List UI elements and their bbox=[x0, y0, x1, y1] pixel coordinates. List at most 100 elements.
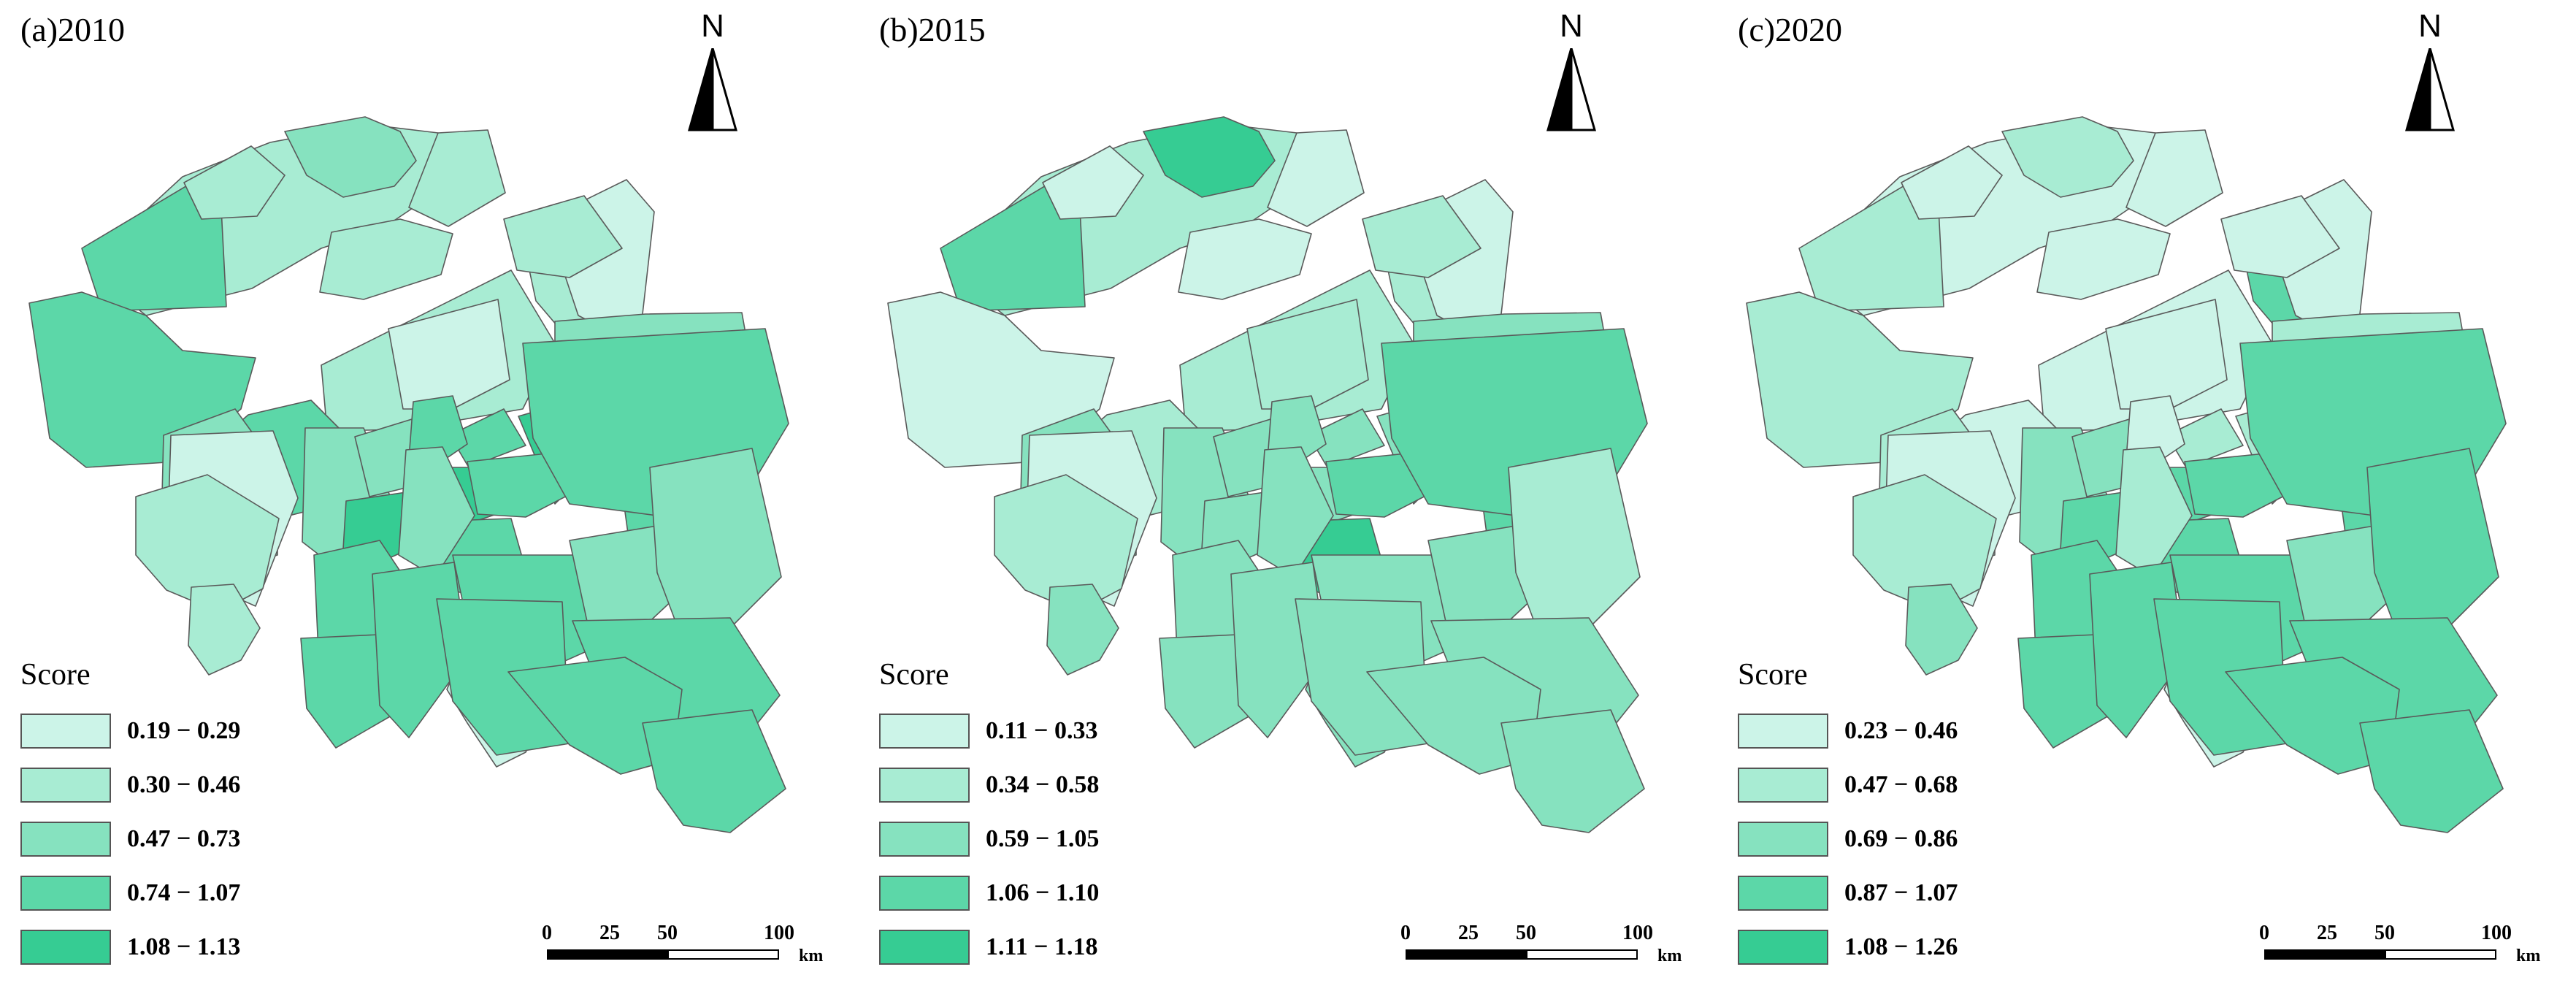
north-arrow-icon bbox=[1546, 48, 1596, 131]
map-region bbox=[503, 195, 623, 278]
panel-title: (c)2020 bbox=[1738, 11, 1843, 48]
legend-title: Score bbox=[1738, 658, 1808, 692]
scale-unit: km bbox=[1657, 946, 1682, 965]
north-arrow: N bbox=[2401, 10, 2459, 134]
map-region bbox=[1143, 116, 1276, 198]
map-region bbox=[1246, 299, 1369, 410]
map-region bbox=[449, 408, 526, 468]
map-region bbox=[388, 299, 510, 410]
legend-swatch bbox=[1738, 714, 1828, 749]
legend-swatch bbox=[879, 714, 970, 749]
legend-item: 0.11 − 0.33 bbox=[879, 704, 1099, 758]
legend-swatch bbox=[20, 768, 111, 803]
map-region bbox=[642, 709, 786, 833]
scale-tick-50: 50 bbox=[2374, 922, 2395, 944]
map-region bbox=[1046, 584, 1119, 676]
scale-tick-0: 0 bbox=[542, 922, 552, 944]
scale-segment-white bbox=[2385, 949, 2496, 960]
map-region bbox=[1178, 218, 1312, 300]
legend-item: 0.19 − 0.29 bbox=[20, 704, 240, 758]
legend-item: 0.30 − 0.46 bbox=[20, 758, 240, 812]
scale-segment-white bbox=[1526, 949, 1638, 960]
scale-unit: km bbox=[2516, 946, 2541, 965]
legend-label: 0.47 − 0.73 bbox=[127, 825, 241, 852]
map-region bbox=[2115, 446, 2193, 578]
legend-label: 0.87 − 1.07 bbox=[1844, 879, 1958, 906]
map-region bbox=[284, 116, 417, 198]
legend-title: Score bbox=[20, 658, 91, 692]
legend-swatch bbox=[879, 876, 970, 911]
legend-item: 1.08 − 1.26 bbox=[1738, 920, 1958, 974]
legend-label: 1.08 − 1.26 bbox=[1844, 933, 1958, 960]
choropleth-map bbox=[887, 116, 1648, 833]
legend-swatch bbox=[20, 876, 111, 911]
north-letter: N bbox=[1560, 8, 1583, 44]
legend-swatch bbox=[20, 822, 111, 857]
scale-tick-50: 50 bbox=[657, 922, 678, 944]
legend: Score 0.19 − 0.29 0.30 − 0.46 0.47 − 0.7… bbox=[20, 657, 240, 974]
legend-swatch bbox=[879, 768, 970, 803]
scale-tick-25: 25 bbox=[2317, 922, 2337, 944]
map-region bbox=[408, 129, 506, 227]
north-arrow-icon bbox=[688, 48, 737, 131]
panel-title: (a)2010 bbox=[20, 11, 126, 48]
scale-bar: 0 25 50 100 km bbox=[1400, 922, 1682, 973]
map-region bbox=[1508, 448, 1641, 632]
scale-tick-100: 100 bbox=[2481, 922, 2512, 944]
legend-swatch bbox=[1738, 822, 1828, 857]
map-region bbox=[940, 166, 1086, 312]
map-region bbox=[319, 218, 453, 300]
legend-label: 0.69 − 0.86 bbox=[1844, 825, 1958, 852]
legend-label: 0.11 − 0.33 bbox=[986, 717, 1098, 744]
scale-unit: km bbox=[799, 946, 824, 965]
legend-label: 1.11 − 1.18 bbox=[986, 933, 1098, 960]
scale-segment-white bbox=[667, 949, 779, 960]
legend-swatch bbox=[20, 714, 111, 749]
legend-label: 0.47 − 0.68 bbox=[1844, 771, 1958, 798]
map-region bbox=[2359, 709, 2504, 833]
map-region bbox=[1905, 584, 1978, 676]
map-region bbox=[1500, 709, 1645, 833]
map-region bbox=[2036, 218, 2171, 300]
legend-swatch bbox=[20, 930, 111, 965]
legend-label: 0.19 − 0.29 bbox=[127, 717, 241, 744]
legend-label: 1.08 − 1.13 bbox=[127, 933, 241, 960]
legend: Score 0.11 − 0.33 0.34 − 0.58 0.59 − 1.0… bbox=[879, 657, 1099, 974]
map-region bbox=[183, 145, 285, 220]
north-arrow-icon bbox=[2405, 48, 2455, 131]
legend-swatch bbox=[879, 822, 970, 857]
map-region bbox=[1798, 166, 1944, 312]
map-panel-2015: (b)2015 N Score 0.11 − 0.33 0.34 − 0.58 … bbox=[859, 0, 1717, 983]
map-region bbox=[1362, 195, 1481, 278]
legend-label: 0.23 − 0.46 bbox=[1844, 717, 1958, 744]
legend-swatch bbox=[1738, 768, 1828, 803]
legend-item: 0.87 − 1.07 bbox=[1738, 866, 1958, 920]
legend-label: 0.34 − 0.58 bbox=[986, 771, 1100, 798]
legend-label: 0.30 − 0.46 bbox=[127, 771, 241, 798]
map-region bbox=[649, 448, 782, 632]
legend-label: 0.59 − 1.05 bbox=[986, 825, 1100, 852]
map-region bbox=[2105, 299, 2228, 410]
map-region bbox=[1042, 145, 1144, 220]
legend-item: 1.06 − 1.10 bbox=[879, 866, 1099, 920]
north-letter: N bbox=[2418, 8, 2442, 44]
map-region bbox=[1295, 598, 1429, 756]
scale-segment-black bbox=[2264, 949, 2385, 960]
scale-tick-50: 50 bbox=[1516, 922, 1536, 944]
legend-item: 0.69 − 0.86 bbox=[1738, 812, 1958, 866]
north-arrow: N bbox=[1542, 10, 1601, 134]
scale-tick-25: 25 bbox=[599, 922, 620, 944]
map-region bbox=[81, 166, 227, 312]
map-region bbox=[436, 598, 570, 756]
map-panel-2020: (c)2020 N Score 0.23 − 0.46 0.47 − 0.68 … bbox=[1717, 0, 2576, 983]
map-region bbox=[1308, 408, 1385, 468]
choropleth-map bbox=[1746, 116, 2507, 833]
map-region bbox=[398, 446, 475, 578]
scale-bar: 0 25 50 100 km bbox=[2259, 922, 2541, 973]
map-region bbox=[1267, 129, 1365, 227]
scale-tick-100: 100 bbox=[764, 922, 794, 944]
choropleth-map bbox=[28, 116, 789, 833]
scale-segment-black bbox=[547, 949, 667, 960]
scale-tick-0: 0 bbox=[2259, 922, 2269, 944]
map-region bbox=[2001, 116, 2134, 198]
